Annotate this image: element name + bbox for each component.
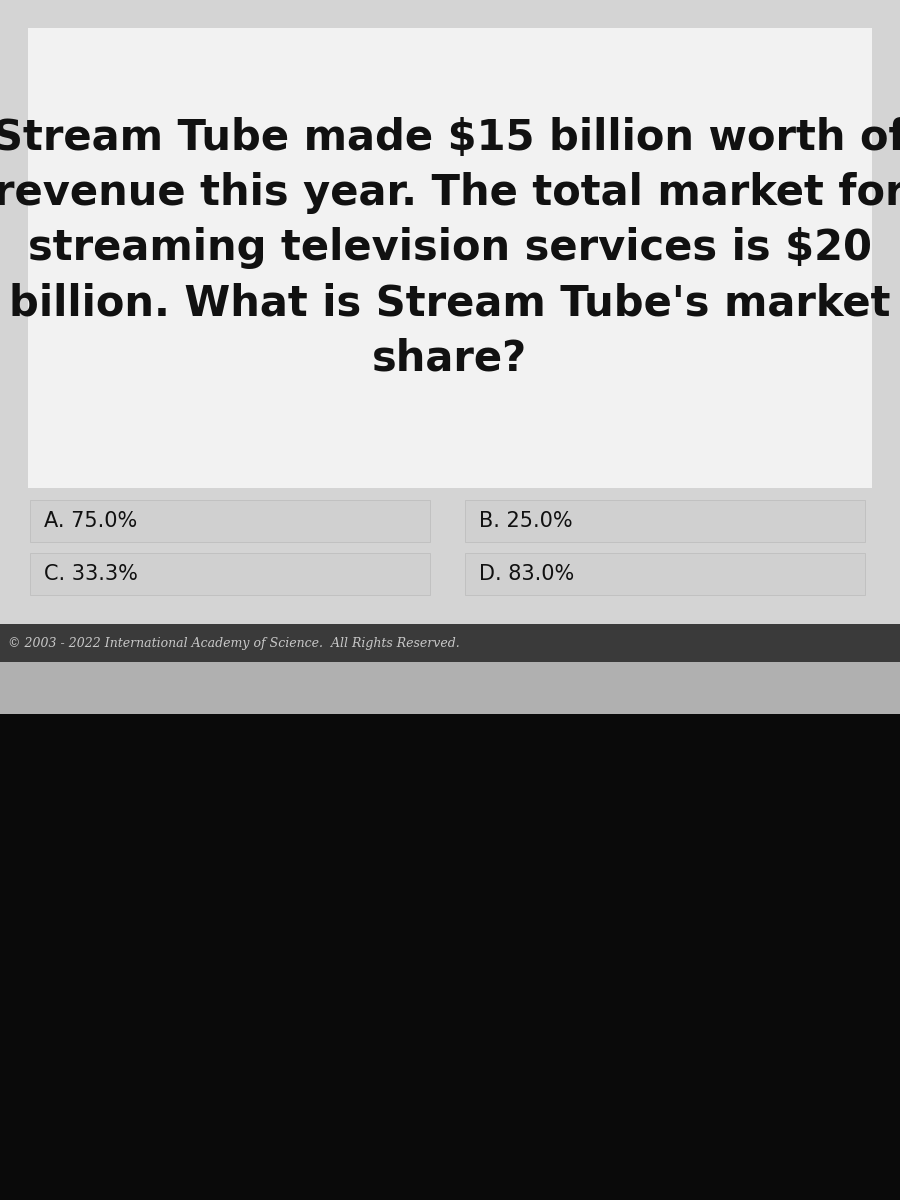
Bar xyxy=(0,624,900,662)
Bar xyxy=(0,714,900,1200)
Bar xyxy=(30,500,430,542)
Text: C. 33.3%: C. 33.3% xyxy=(44,564,138,584)
Bar xyxy=(0,662,900,714)
Text: © 2003 - 2022 International Academy of Science.  All Rights Reserved.: © 2003 - 2022 International Academy of S… xyxy=(8,636,460,649)
Text: A. 75.0%: A. 75.0% xyxy=(44,511,137,530)
Bar xyxy=(30,553,430,595)
Bar xyxy=(465,553,865,595)
Text: D. 83.0%: D. 83.0% xyxy=(479,564,574,584)
Text: B. 25.0%: B. 25.0% xyxy=(479,511,572,530)
Bar xyxy=(465,500,865,542)
FancyBboxPatch shape xyxy=(28,28,872,488)
Text: Stream Tube made $15 billion worth of
revenue this year. The total market for
st: Stream Tube made $15 billion worth of re… xyxy=(0,116,900,379)
